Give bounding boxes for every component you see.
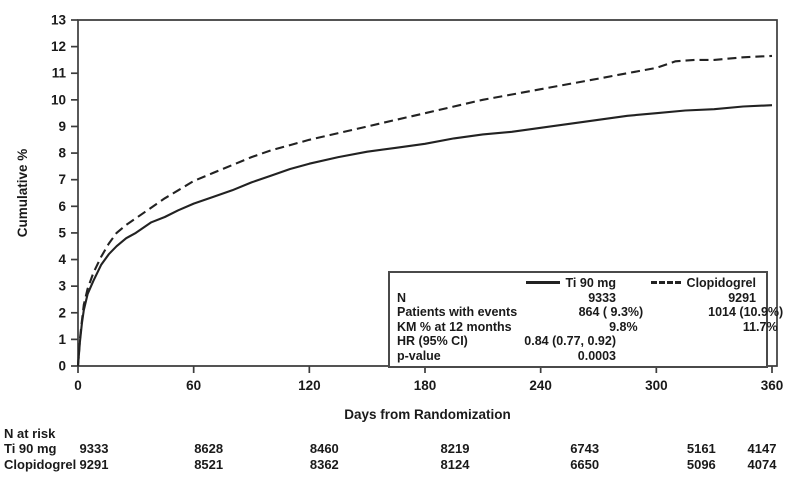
legend-row-km: KM % at 12 months 9.8% 11.7% xyxy=(397,319,778,335)
y-tick-label: 11 xyxy=(52,66,67,81)
y-tick-label: 1 xyxy=(58,332,66,347)
risk-row-label: Ti 90 mg xyxy=(4,441,57,456)
legend-row-events: Patients with events 864 ( 9.3%) 1014 (1… xyxy=(397,305,783,320)
legend-n-clop: 9291 xyxy=(728,290,756,305)
x-tick-label: 0 xyxy=(74,378,82,393)
risk-table-title: N at risk xyxy=(4,426,56,441)
dashed-line-icon xyxy=(650,280,681,284)
risk-cell: 8362 xyxy=(309,457,339,472)
legend-row-pvalue: p-value 0.0003 xyxy=(397,349,756,364)
legend-events-clop: 1014 (10.9%) xyxy=(708,305,784,319)
legend-row-hr: HR (95% CI) 0.84 (0.77, 0.92) xyxy=(397,334,756,349)
risk-cell: 4074 xyxy=(747,457,777,472)
legend-series-ti-label: Ti 90 mg xyxy=(565,276,616,290)
legend-label-n: N xyxy=(397,290,407,305)
y-tick-label: 3 xyxy=(58,279,66,294)
legend-label-pvalue: p-value xyxy=(397,348,441,363)
risk-cell: 5096 xyxy=(686,457,716,472)
x-axis-title: Days from Randomization xyxy=(344,407,511,422)
y-tick-label: 6 xyxy=(58,199,66,214)
risk-cell: 9333 xyxy=(79,441,109,456)
risk-cell: 8219 xyxy=(440,441,470,456)
y-tick-label: 0 xyxy=(58,359,66,374)
legend-pvalue: 0.0003 xyxy=(577,348,616,363)
legend-row-n: N 9333 9291 xyxy=(397,291,756,306)
x-tick-label: 240 xyxy=(529,378,552,393)
legend-stats-box: Ti 90 mg Clopidogrel N 9333 9291 Patient… xyxy=(388,271,783,368)
legend-series-clop: Clopidogrel xyxy=(616,276,756,291)
legend-series-ti: Ti 90 mg xyxy=(490,276,616,291)
legend-series-clop-label: Clopidogrel xyxy=(686,276,756,290)
y-tick-label: 7 xyxy=(58,172,66,187)
y-tick-label: 5 xyxy=(58,225,66,240)
series-curve-ti90mg xyxy=(76,104,773,367)
plot-frame xyxy=(77,19,778,367)
y-tick-label: 13 xyxy=(51,13,67,28)
risk-cell: 6650 xyxy=(570,457,600,472)
legend-label-hr: HR (95% CI) xyxy=(397,334,468,348)
legend-label-events: Patients with events xyxy=(397,305,518,319)
x-tick-label: 360 xyxy=(761,378,784,393)
risk-cell: 8460 xyxy=(309,441,339,456)
risk-row-label: Clopidogrel xyxy=(4,457,77,472)
y-tick-label: 8 xyxy=(58,146,66,161)
risk-cell: 6743 xyxy=(570,441,600,456)
legend-km-clop: 11.7% xyxy=(742,319,778,334)
legend-km-ti: 9.8% xyxy=(609,319,638,334)
risk-cell: 8628 xyxy=(194,441,224,456)
legend-events-ti: 864 ( 9.3%) xyxy=(578,305,644,319)
y-tick-label: 2 xyxy=(58,305,66,320)
x-tick-label: 60 xyxy=(186,378,201,393)
x-tick-label: 300 xyxy=(645,378,668,393)
y-tick-label: 10 xyxy=(51,92,66,107)
y-axis-title: Cumulative % xyxy=(15,149,30,238)
x-tick-label: 180 xyxy=(414,378,437,393)
risk-cell: 5161 xyxy=(686,441,716,456)
legend-header-row: Ti 90 mg Clopidogrel xyxy=(397,276,756,291)
y-tick-label: 9 xyxy=(58,119,66,134)
risk-cell: 8521 xyxy=(194,457,224,472)
series-curve-clopidogrel xyxy=(76,54,773,367)
risk-cell: 9291 xyxy=(79,457,109,472)
x-tick-label: 120 xyxy=(298,378,321,393)
risk-cell: 8124 xyxy=(440,457,470,472)
legend-label-km: KM % at 12 months xyxy=(397,319,512,334)
risk-cell: 4147 xyxy=(747,441,777,456)
legend-n-ti: 9333 xyxy=(588,290,616,305)
y-tick-label: 12 xyxy=(51,39,66,54)
y-tick-label: 4 xyxy=(58,252,66,267)
legend-hr-value: 0.84 (0.77, 0.92) xyxy=(524,334,616,348)
solid-line-icon xyxy=(525,280,560,284)
